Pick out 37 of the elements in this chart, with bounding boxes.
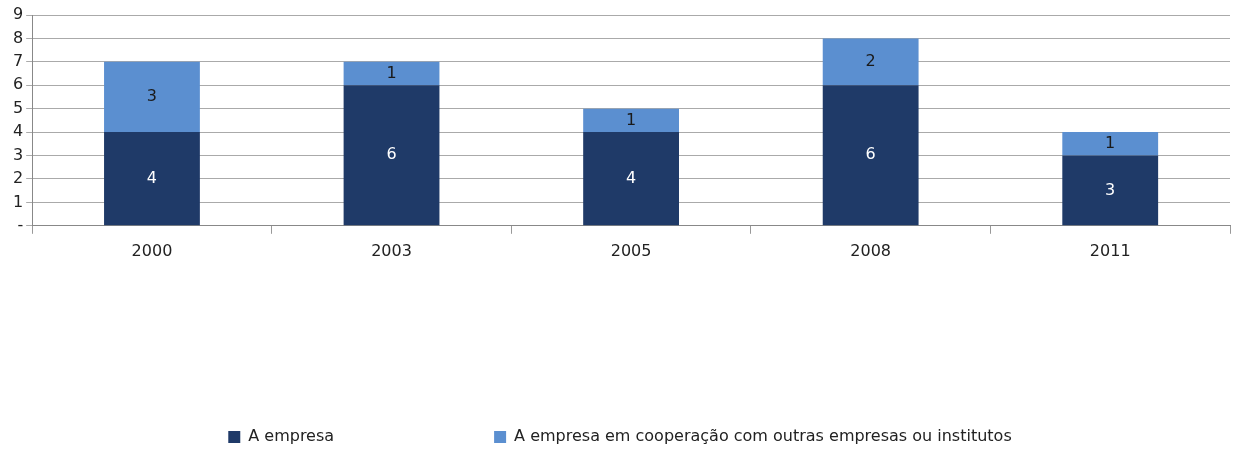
y-tick-label: - (17, 214, 24, 234)
y-tick-label: 3 (12, 144, 24, 164)
data-label: 1 (626, 109, 637, 129)
data-label: 6 (865, 144, 876, 164)
legend-label: A empresa em cooperação com outras empresas ou institutos (514, 426, 1012, 446)
data-label: 6 (386, 144, 397, 164)
bar (822, 38, 919, 86)
data-label: 1 (386, 62, 397, 82)
x-tick-label: 2005 (610, 240, 652, 260)
data-label: 3 (146, 86, 158, 106)
data-label: 4 (626, 167, 637, 187)
x-tick-label: 2011 (1089, 240, 1131, 260)
y-tick-label: 1 (12, 191, 24, 211)
bar (822, 85, 919, 226)
bar (1062, 155, 1159, 226)
bar (343, 85, 440, 226)
y-tick-label: 6 (12, 74, 24, 94)
y-tick-label: 2 (12, 168, 24, 188)
data-label: 4 (146, 167, 158, 187)
data-label: 1 (1105, 132, 1116, 152)
y-tick-label: 8 (12, 27, 24, 47)
data-label: 3 (1105, 179, 1116, 199)
y-tick-label: 9 (12, 4, 24, 24)
x-tick-label: 2000 (131, 240, 173, 260)
bar (104, 61, 200, 133)
bar (583, 132, 679, 226)
bar (583, 108, 679, 133)
bar (343, 61, 440, 86)
y-tick-label: 5 (12, 97, 24, 117)
x-tick-label: 2003 (371, 240, 412, 260)
bar (104, 132, 200, 226)
x-tick-label: 2008 (850, 240, 892, 260)
y-tick-label: 7 (12, 51, 24, 70)
bar (1062, 132, 1159, 156)
legend-label: A empresa (248, 426, 335, 446)
data-label: 2 (865, 51, 876, 70)
y-tick-label: 4 (12, 121, 24, 141)
